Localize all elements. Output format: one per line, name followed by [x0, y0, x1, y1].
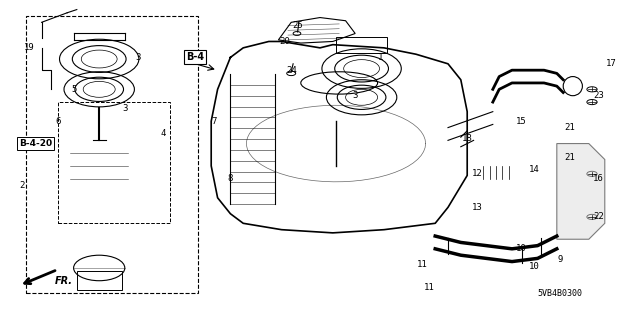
Text: 14: 14	[529, 165, 540, 174]
Text: 20: 20	[280, 37, 290, 46]
Text: 3: 3	[122, 104, 127, 113]
Text: B-4-20: B-4-20	[19, 139, 52, 148]
Text: 2: 2	[20, 181, 25, 189]
Text: 11: 11	[417, 260, 428, 269]
Text: 8: 8	[228, 174, 233, 183]
Text: 11: 11	[424, 283, 434, 292]
Text: 1: 1	[378, 53, 383, 62]
Text: 5VB4B0300: 5VB4B0300	[538, 289, 582, 298]
Text: 19: 19	[24, 43, 34, 52]
Text: 15: 15	[516, 117, 527, 126]
Text: 24: 24	[286, 66, 296, 75]
Polygon shape	[557, 144, 605, 239]
Text: 22: 22	[593, 212, 604, 221]
Text: 5: 5	[71, 85, 76, 94]
Text: 13: 13	[472, 203, 482, 212]
Text: 9: 9	[557, 256, 563, 264]
Text: 25: 25	[292, 21, 303, 30]
Text: 6: 6	[55, 117, 60, 126]
Text: 17: 17	[606, 59, 616, 68]
Text: 18: 18	[462, 134, 472, 143]
Text: FR.: FR.	[54, 276, 72, 286]
Text: 7: 7	[212, 117, 217, 126]
Text: 23: 23	[593, 91, 604, 100]
Text: 16: 16	[593, 174, 604, 183]
Text: 21: 21	[564, 123, 575, 132]
Text: 3: 3	[135, 53, 140, 62]
Text: 10: 10	[516, 244, 527, 253]
Text: 4: 4	[161, 130, 166, 138]
Text: B-4: B-4	[186, 52, 204, 63]
Text: 21: 21	[564, 153, 575, 162]
Text: 3: 3	[353, 91, 358, 100]
Text: 12: 12	[472, 169, 482, 178]
Text: 10: 10	[529, 262, 540, 271]
